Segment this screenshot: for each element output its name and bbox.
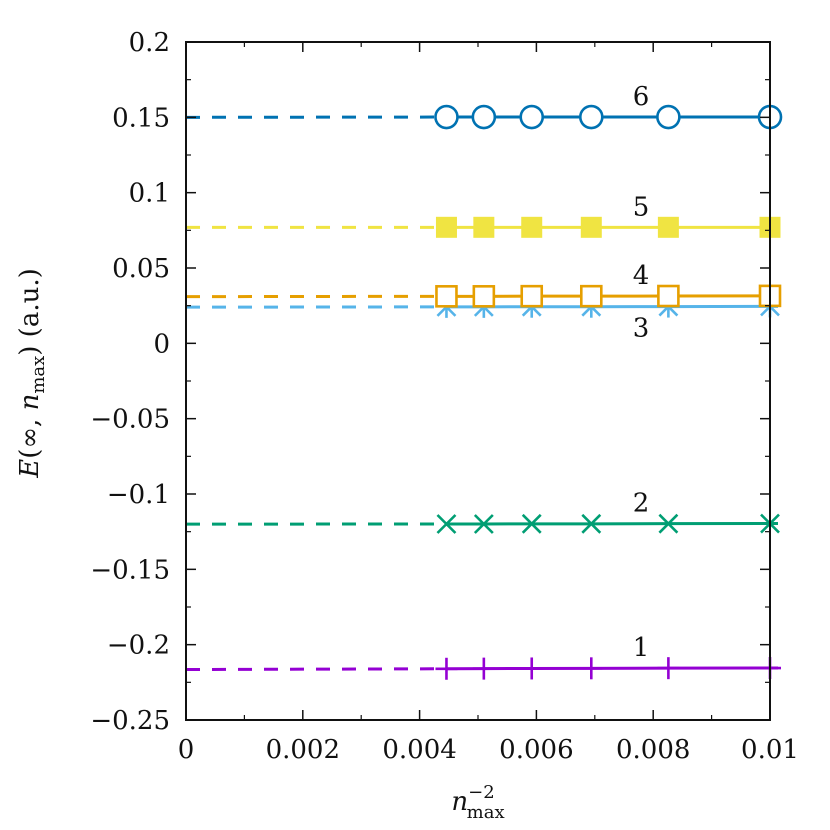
cross-marker <box>473 514 494 534</box>
open-square-marker <box>520 284 544 308</box>
x-tick-label: 0.01 <box>741 735 799 765</box>
y-axis-title-args-post: ) (a.u.) <box>15 268 45 355</box>
series-1 <box>185 657 781 680</box>
extrapolation-line <box>185 667 447 672</box>
y-tick-label: −0.25 <box>90 706 170 736</box>
cross-marker <box>658 513 679 534</box>
plot-marks <box>185 104 783 680</box>
filled-square-marker <box>473 216 495 238</box>
y-tick-label: 0.2 <box>129 28 170 58</box>
cross-marker-b <box>521 513 542 534</box>
y-axis-title-n: n <box>15 394 45 411</box>
y-tick-label: 0.05 <box>112 254 170 284</box>
y-tick-label: −0.1 <box>107 480 170 510</box>
series-5 <box>186 216 781 238</box>
series-label-3: 3 <box>633 314 650 344</box>
plus-marker <box>472 657 495 680</box>
x-tick-label: 0.004 <box>382 735 456 765</box>
y-tick-label: 0.15 <box>112 103 170 133</box>
open-circle-marker <box>519 104 545 130</box>
cross-marker-b <box>658 513 679 534</box>
series-label-1: 1 <box>633 633 650 663</box>
x-axis-title: n−2 max <box>451 782 504 823</box>
open-square-marker <box>657 284 680 308</box>
series-label-6: 6 <box>633 82 650 112</box>
y-axis-title-prefix: E <box>15 459 45 479</box>
series-6 <box>185 104 783 130</box>
cross-marker-b <box>473 514 494 534</box>
open-circle-marker <box>656 104 681 130</box>
series-4 <box>185 284 782 308</box>
plus-marker <box>435 657 458 680</box>
series-label-4: 4 <box>633 261 650 291</box>
plot-frame <box>185 41 771 721</box>
filled-square-marker <box>580 216 602 238</box>
filled-square-marker <box>657 216 679 238</box>
filled-square-marker <box>521 216 543 238</box>
open-circle-marker <box>471 104 497 130</box>
x-tick-label: 0 <box>178 735 195 765</box>
axis-ticks: 0 0.002 0.004 0.006 0.008 0.01−0.25−0.2−0.15−… <box>90 28 799 765</box>
open-circle-marker <box>578 104 604 130</box>
plus-marker <box>580 657 603 680</box>
cross-marker <box>581 513 602 534</box>
cross-marker-b <box>436 514 457 534</box>
cross-marker-b <box>581 513 602 534</box>
plus-marker <box>657 657 680 680</box>
x-tick-label: 0.006 <box>499 735 573 765</box>
y-tick-label: −0.05 <box>90 405 170 435</box>
series-2 <box>185 513 780 534</box>
y-axis-title: E(∞, nmax) (a.u.) <box>15 268 49 479</box>
x-tick-label: 0.008 <box>616 735 690 765</box>
series-label-5: 5 <box>633 192 650 222</box>
y-axis-title-args-pre: (∞, <box>15 410 45 458</box>
plus-marker <box>520 657 543 680</box>
series-label-2: 2 <box>633 489 650 519</box>
filled-square-marker <box>435 216 457 238</box>
cross-marker <box>521 513 542 534</box>
y-tick-label: 0 <box>153 329 170 359</box>
open-square-marker <box>579 284 603 308</box>
open-square-marker <box>472 285 496 308</box>
x-axis-title-sup: −2 <box>468 782 495 803</box>
x-axis-title-sub: max <box>467 802 505 823</box>
open-circle-marker <box>434 104 459 130</box>
y-axis-title-sub: max <box>28 356 49 394</box>
x-axis-title-base: n <box>451 787 468 817</box>
y-tick-label: 0.1 <box>129 179 170 209</box>
series-line <box>446 666 778 671</box>
series-labels: 1 2 3 4 5 6 <box>633 82 650 663</box>
y-tick-label: −0.2 <box>107 631 170 661</box>
x-tick-label: 0.002 <box>266 735 340 765</box>
open-square-marker <box>435 285 458 308</box>
cross-marker <box>436 514 457 534</box>
y-tick-label: −0.15 <box>90 555 170 585</box>
